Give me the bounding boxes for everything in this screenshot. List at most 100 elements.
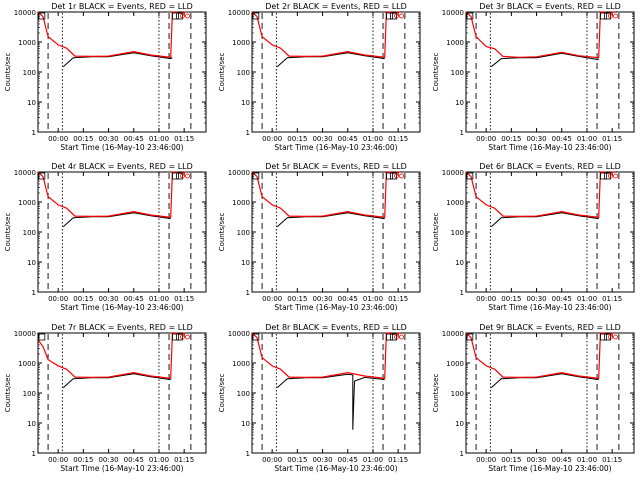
y-tick-label: 10 [455, 259, 464, 267]
marker-box [171, 333, 179, 341]
plot-frame [37, 332, 207, 454]
y-tick-label: 10 [27, 259, 36, 267]
x-tick-label: 01:15 [388, 295, 408, 303]
lld-marker-dot [180, 173, 185, 179]
x-tick-label: 00:45 [124, 456, 144, 464]
x-tick-label: 00:15 [73, 135, 93, 143]
x-tick-label: 00:30 [526, 295, 546, 303]
plot-frame [465, 11, 635, 133]
x-tick-label: 00:00 [262, 135, 282, 143]
marker-box [385, 172, 393, 180]
lld-series-line [465, 11, 614, 59]
events-series-line [276, 373, 385, 430]
y-tick-label: 100 [451, 69, 464, 77]
x-axis-label: Start Time (16-May-10 23:46:00) [60, 464, 183, 473]
y-axis-label: Counts/sec [432, 213, 440, 252]
detector-panel-5: Det 5r BLACK = Events, RED = LLD 1 10 100 10… [218, 162, 421, 312]
marker-box [390, 172, 398, 180]
lld-marker-dot [399, 173, 404, 179]
lld-series-line [251, 332, 400, 379]
lld-marker-dot [608, 13, 613, 19]
lld-marker-dot [399, 334, 404, 340]
x-tick-label: 01:15 [174, 135, 194, 143]
x-tick-label: 00:15 [501, 135, 521, 143]
marker-box [252, 172, 260, 180]
y-tick-label: 1000 [18, 39, 36, 47]
detector-panel-4: Det 4r BLACK = Events, RED = LLD 1 10 100 10… [4, 162, 207, 312]
y-tick-label: 10000 [442, 9, 464, 17]
marker-box [604, 172, 611, 180]
y-tick-label: 1000 [446, 39, 464, 47]
x-tick-label: 00:45 [338, 295, 358, 303]
x-tick-label: 00:15 [501, 295, 521, 303]
lld-marker-dot [180, 334, 185, 340]
y-tick-label: 100 [451, 390, 464, 398]
lld-series-line [465, 171, 614, 218]
y-tick-label: 10 [241, 259, 250, 267]
lld-marker-dot [613, 13, 618, 19]
y-tick-label: 100 [237, 69, 250, 77]
y-axis-label: Counts/sec [218, 374, 226, 413]
events-series-line [490, 212, 599, 228]
y-tick-label: 1000 [18, 199, 36, 207]
panel-title: Det 4r BLACK = Events, RED = LLD [51, 162, 193, 171]
marker-box [171, 12, 179, 20]
x-tick-label: 01:15 [174, 295, 194, 303]
x-tick-label: 00:45 [124, 135, 144, 143]
y-tick-label: 100 [237, 390, 250, 398]
lld-marker-dot [613, 173, 618, 179]
y-tick-label: 10 [241, 420, 250, 428]
x-tick-label: 00:45 [338, 135, 358, 143]
x-tick-label: 00:30 [312, 456, 332, 464]
x-tick-label: 00:00 [476, 295, 496, 303]
y-tick-label: 1 [246, 450, 250, 458]
y-axis-label: Counts/sec [218, 53, 226, 92]
y-tick-label: 10 [27, 420, 36, 428]
x-tick-label: 00:00 [48, 135, 68, 143]
marker-box [466, 172, 474, 180]
lld-marker-dot [608, 334, 613, 340]
x-tick-label: 00:00 [48, 456, 68, 464]
x-tick-label: 00:15 [287, 295, 307, 303]
plot-frame [251, 171, 421, 293]
x-tick-label: 00:45 [552, 135, 572, 143]
plot-frame [465, 171, 635, 293]
x-tick-label: 00:30 [98, 456, 118, 464]
y-tick-label: 1 [460, 289, 464, 297]
x-axis-label: Start Time (16-May-10 23:46:00) [274, 143, 397, 152]
x-axis-label: Start Time (16-May-10 23:46:00) [488, 143, 611, 152]
lld-marker-dot [185, 13, 190, 19]
x-tick-label: 01:15 [174, 456, 194, 464]
panel-title: Det 2r BLACK = Events, RED = LLD [265, 2, 407, 11]
lld-series-line [251, 11, 400, 58]
panel-title: Det 3r BLACK = Events, RED = LLD [479, 2, 621, 11]
x-tick-label: 00:00 [476, 456, 496, 464]
y-tick-label: 1000 [232, 360, 250, 368]
marker-box [390, 12, 398, 20]
marker-box [171, 172, 179, 180]
x-axis-label: Start Time (16-May-10 23:46:00) [488, 464, 611, 473]
y-tick-label: 10000 [228, 9, 250, 17]
y-tick-label: 10000 [228, 330, 250, 338]
plot-frame [251, 11, 421, 133]
marker-box [600, 172, 607, 180]
panel-title: Det 8r BLACK = Events, RED = LLD [265, 323, 407, 332]
y-tick-label: 10000 [228, 169, 250, 177]
plot-frame [465, 332, 635, 454]
marker-box [38, 333, 46, 341]
marker-box [176, 172, 184, 180]
marker-box [252, 12, 260, 20]
panel-title: Det 6r BLACK = Events, RED = LLD [479, 162, 621, 171]
lld-marker-dot [608, 173, 613, 179]
x-tick-label: 01:00 [363, 135, 383, 143]
x-tick-label: 00:00 [262, 295, 282, 303]
y-axis-label: Counts/sec [432, 53, 440, 92]
x-tick-label: 01:15 [388, 135, 408, 143]
y-axis-label: Counts/sec [432, 374, 440, 413]
y-tick-label: 10000 [442, 330, 464, 338]
events-series-line [276, 52, 385, 68]
x-tick-label: 01:15 [602, 456, 622, 464]
x-axis-label: Start Time (16-May-10 23:46:00) [488, 303, 611, 312]
y-tick-label: 10000 [14, 9, 36, 17]
lld-marker-dot [185, 173, 190, 179]
